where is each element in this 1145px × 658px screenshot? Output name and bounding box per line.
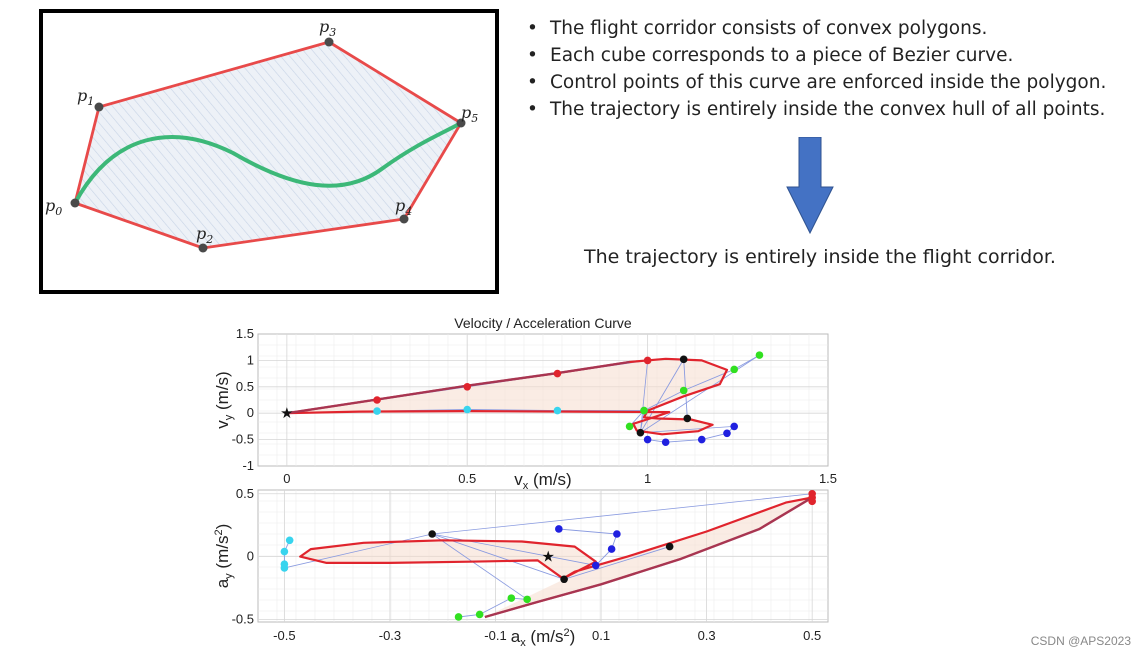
y-tick-label: 0.5	[236, 379, 254, 394]
velocity-chart: 0 0.5 1 1.5 -1 -0.5 0 0.5 1 1.5 ★ Velocity / Accele…	[213, 315, 837, 492]
chart-title: Velocity / Acceleration Curve	[454, 315, 632, 331]
x-tick-label: 0.3	[698, 628, 716, 643]
control-point-marker	[553, 406, 562, 415]
control-point-marker	[643, 356, 652, 365]
bullet-item: Each cube corresponds to a piece of Bezi…	[525, 42, 1106, 69]
bullet-list: The flight corridor consists of convex p…	[525, 15, 1106, 123]
control-point-marker	[730, 365, 739, 374]
origin-star-icon: ★	[542, 549, 555, 566]
control-point-marker	[665, 542, 674, 551]
control-point-marker	[475, 610, 484, 619]
x-tick-label: 0.5	[803, 628, 821, 643]
control-point-marker	[373, 407, 381, 415]
x-tick-label: 0	[283, 471, 290, 486]
y-tick-label: -1	[242, 458, 254, 473]
bezier-curve	[73, 121, 463, 205]
control-point	[198, 243, 208, 253]
y-tick-label: 0	[247, 549, 254, 564]
x-tick-label: -0.1	[484, 628, 506, 643]
flight-corridor-panel: p0 p1 p3 p5 p4 p2	[39, 9, 499, 294]
watermark: CSDN @APS2023	[1030, 634, 1131, 648]
trajectory-fill	[300, 497, 813, 617]
control-point-marker	[808, 489, 816, 498]
bullet-item: The flight corridor consists of convex p…	[525, 15, 1106, 42]
control-point	[94, 102, 104, 112]
control-point-marker	[679, 355, 688, 364]
down-arrow-icon	[786, 137, 834, 235]
conclusion-text: The trajectory is entirely inside the fl…	[584, 246, 1056, 268]
control-point-marker	[555, 525, 563, 533]
y-axis-label: vy (m/s)	[213, 371, 235, 428]
control-point-marker	[373, 396, 381, 404]
control-point	[70, 198, 80, 208]
control-point-marker	[507, 594, 516, 602]
control-point-marker	[640, 406, 648, 415]
y-tick-label: -0.5	[232, 432, 254, 447]
x-tick-label: 1	[644, 471, 651, 486]
x-axis-label: vx (m/s)	[514, 470, 571, 492]
control-point-marker	[679, 386, 688, 395]
x-tick-label: -0.3	[379, 628, 401, 643]
control-point-marker	[591, 561, 600, 570]
trajectory-segment	[484, 496, 813, 619]
x-tick-label: -0.5	[273, 628, 295, 643]
control-point-marker	[607, 545, 616, 553]
y-tick-label: -0.5	[232, 611, 254, 626]
acceleration-chart: -0.5 -0.3 -0.1 0.1 0.3 0.5 -0.5 0 0.5 ★ ax (m/s2) a…	[213, 486, 829, 649]
y-tick-label: 1.5	[236, 326, 254, 341]
origin-star-icon: ★	[280, 405, 293, 422]
control-polygon-line	[458, 597, 528, 618]
control-point-marker	[454, 613, 463, 621]
control-point-marker	[755, 351, 764, 359]
control-point-marker	[643, 435, 652, 444]
control-point-marker	[697, 435, 706, 444]
y-tick-label: 0.5	[236, 486, 254, 501]
control-point-marker	[730, 422, 739, 431]
control-point-marker	[613, 530, 621, 538]
bullet-item: The trajectory is entirely inside the co…	[525, 96, 1106, 123]
control-point-marker	[523, 595, 531, 604]
control-point-marker	[625, 422, 634, 431]
control-point-marker	[661, 438, 670, 447]
control-point	[324, 37, 334, 47]
y-axis-label: ay (m/s2)	[213, 524, 235, 589]
control-point-marker	[280, 547, 289, 556]
y-tick-label: 1	[247, 352, 254, 367]
control-point-marker	[285, 536, 294, 545]
control-point	[456, 118, 466, 128]
trajectory-fill	[286, 358, 727, 435]
control-point-marker	[723, 429, 731, 438]
control-point-marker	[560, 575, 568, 584]
control-polygon-line	[558, 528, 618, 566]
control-point-marker	[636, 428, 645, 437]
control-point	[399, 214, 409, 224]
x-tick-label: 0.5	[458, 471, 476, 486]
x-tick-label: 1.5	[819, 471, 837, 486]
x-tick-label: 0.1	[592, 628, 610, 643]
bullet-item: Control points of this curve are enforce…	[525, 69, 1106, 96]
x-axis-label: ax (m/s2)	[511, 627, 576, 649]
control-point-marker	[463, 383, 472, 391]
control-point-marker	[553, 369, 562, 378]
control-point-marker	[463, 405, 472, 414]
control-point-marker	[683, 414, 692, 423]
y-tick-label: 0	[247, 405, 254, 420]
control-point-marker	[428, 530, 436, 538]
control-point-marker	[280, 564, 289, 572]
